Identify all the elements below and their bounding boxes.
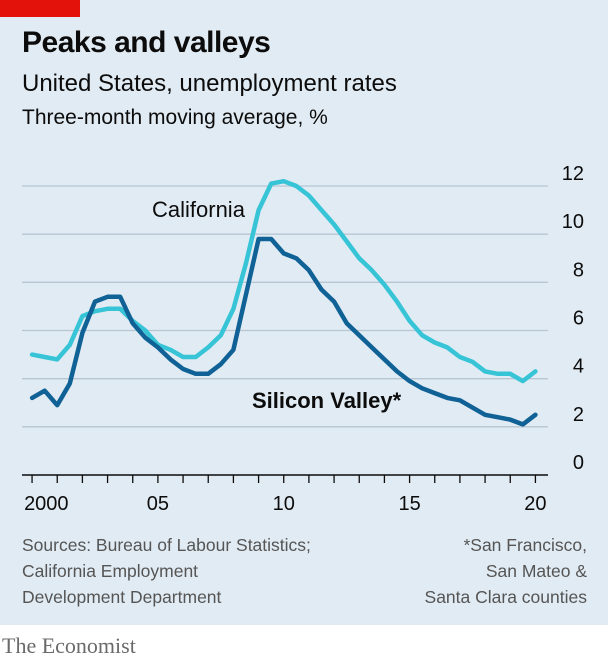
brand-red-tag [0, 0, 80, 17]
series-labels: California Silicon Valley* [152, 197, 402, 413]
x-tick-label-2005: 05 [147, 493, 169, 515]
x-tick-label-2015: 15 [398, 493, 420, 515]
series-label-silicon-valley: Silicon Valley* [252, 388, 402, 413]
y-tick-label-12: 12 [562, 163, 584, 185]
y-tick-label-2: 2 [573, 404, 584, 426]
series-line-california [29, 178, 538, 384]
y-tick-labels: 0 2 4 6 8 10 12 [562, 163, 584, 474]
x-axis: 2000 05 10 15 20 [22, 474, 548, 515]
source-note: Sources: Bureau of Labour Statistics; Ca… [22, 535, 311, 607]
economist-brand: The Economist [2, 633, 136, 658]
chart-panel [0, 0, 608, 625]
chart-title: Peaks and valleys [22, 26, 271, 59]
chart-subtitle: United States, unemployment rates [22, 70, 397, 97]
series-label-california: California [152, 197, 246, 222]
x-tick-label-2010: 10 [273, 493, 295, 515]
y-tick-label-4: 4 [573, 356, 584, 378]
footnote: *San Francisco, San Mateo & Santa Clara … [424, 535, 587, 607]
y-tick-label-6: 6 [573, 308, 584, 330]
y-tick-label-0: 0 [573, 452, 584, 474]
chart-units: Three-month moving average, % [22, 106, 328, 129]
x-tick-label-2020: 20 [524, 493, 546, 515]
grid-layer [22, 185, 548, 428]
series-layer [29, 178, 538, 427]
y-tick-label-10: 10 [562, 211, 584, 233]
line-chart: 0 2 4 6 8 10 12 2000 05 10 15 20 California Silicon… [22, 163, 584, 515]
y-tick-label-8: 8 [573, 259, 584, 281]
x-tick-label-2000: 2000 [24, 493, 69, 515]
series-line-silicon-valley [29, 236, 538, 427]
